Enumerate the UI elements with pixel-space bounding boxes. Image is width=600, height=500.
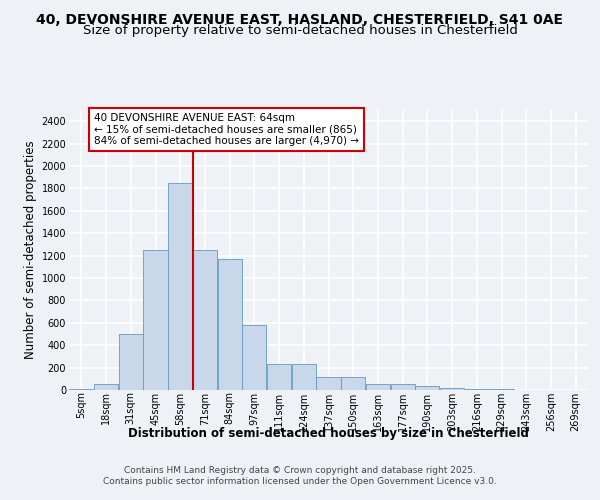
Bar <box>168 183 193 390</box>
Bar <box>366 384 390 390</box>
Text: 40 DEVONSHIRE AVENUE EAST: 64sqm
← 15% of semi-detached houses are smaller (865): 40 DEVONSHIRE AVENUE EAST: 64sqm ← 15% o… <box>94 113 359 146</box>
Bar <box>464 389 489 390</box>
Bar <box>119 334 143 390</box>
Bar <box>292 364 316 390</box>
Bar <box>143 250 167 390</box>
Text: Contains HM Land Registry data © Crown copyright and database right 2025.: Contains HM Land Registry data © Crown c… <box>124 466 476 475</box>
Bar <box>316 376 341 390</box>
Text: Size of property relative to semi-detached houses in Chesterfield: Size of property relative to semi-detach… <box>83 24 517 37</box>
Bar <box>415 386 439 390</box>
Bar <box>440 388 464 390</box>
Bar <box>193 250 217 390</box>
Text: Distribution of semi-detached houses by size in Chesterfield: Distribution of semi-detached houses by … <box>128 428 529 440</box>
Text: Contains public sector information licensed under the Open Government Licence v3: Contains public sector information licen… <box>103 478 497 486</box>
Bar <box>341 376 365 390</box>
Bar <box>218 259 242 390</box>
Text: 40, DEVONSHIRE AVENUE EAST, HASLAND, CHESTERFIELD, S41 0AE: 40, DEVONSHIRE AVENUE EAST, HASLAND, CHE… <box>37 12 563 26</box>
Bar <box>391 384 415 390</box>
Bar <box>267 364 291 390</box>
Bar <box>242 325 266 390</box>
Bar <box>94 384 118 390</box>
Y-axis label: Number of semi-detached properties: Number of semi-detached properties <box>25 140 37 360</box>
